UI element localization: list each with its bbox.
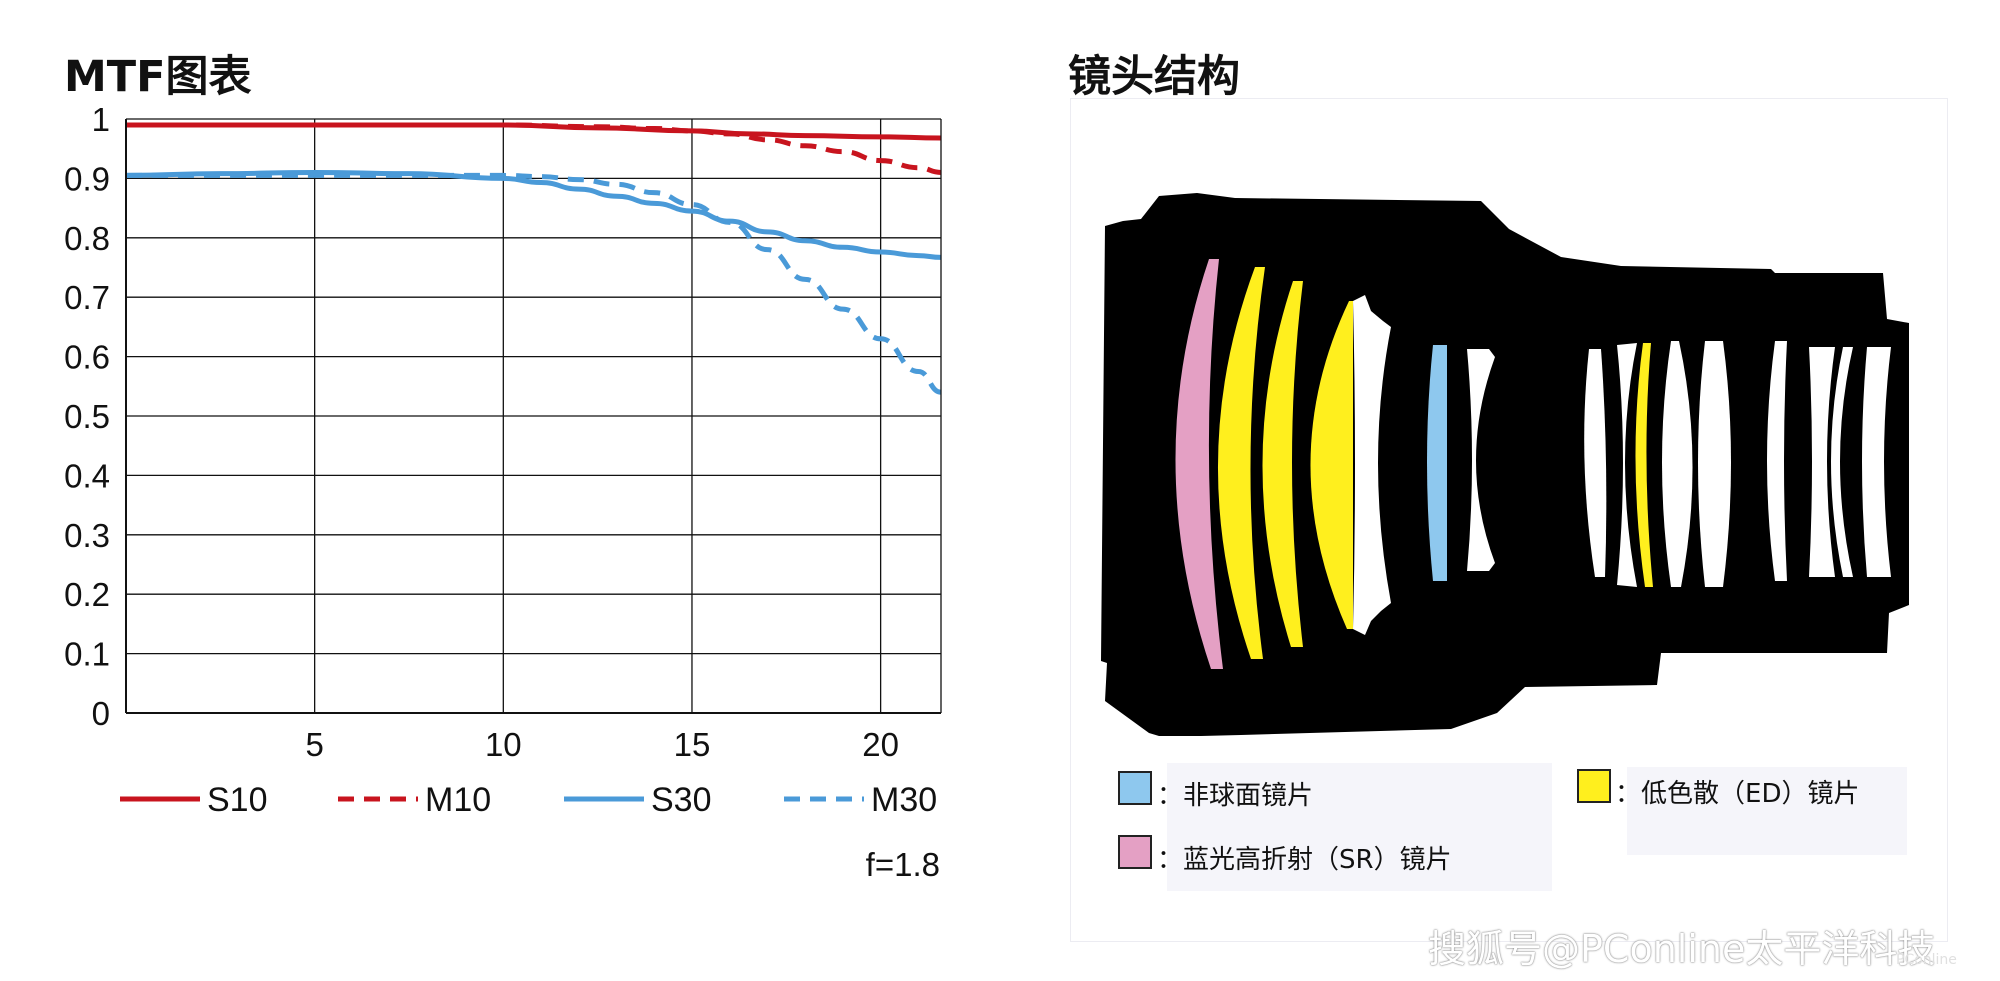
ed-label: 低色散（ED）镜片 bbox=[1641, 779, 1860, 809]
lens-barrel bbox=[1101, 193, 1909, 736]
ed-key-label: ：低色散（ED）镜片 bbox=[1615, 773, 1859, 810]
lens-element-aspherical bbox=[1427, 345, 1447, 581]
x-tick-label: 20 bbox=[862, 726, 899, 763]
lens-element-rear-1 bbox=[1584, 349, 1607, 577]
y-tick-label: 0.9 bbox=[64, 160, 110, 197]
mtf-chart-title: MTF图表 bbox=[64, 52, 252, 102]
y-tick-label: 0.2 bbox=[64, 576, 110, 613]
legend-label-s30: S30 bbox=[651, 781, 712, 819]
chart-legend: S10 M10 S30 M30 bbox=[120, 781, 937, 819]
x-tick-label: 5 bbox=[305, 726, 323, 763]
sr-key-label: ：蓝光高折射（SR）镜片 bbox=[1157, 839, 1452, 876]
aspherical-label: 非球面镜片 bbox=[1183, 781, 1314, 811]
lens-structure-panel: ：非球面镜片 ：蓝光高折射（SR）镜片 ：低色散（ED）镜片 bbox=[1070, 98, 1948, 942]
lens-cross-section-diagram bbox=[1101, 193, 1909, 736]
lens-key-left bbox=[1167, 763, 1552, 891]
lens-element-sr bbox=[1175, 259, 1223, 669]
y-tick-label: 0.6 bbox=[64, 339, 110, 376]
y-tick-label: 0.1 bbox=[64, 636, 110, 673]
y-tick-label: 0.7 bbox=[64, 279, 110, 316]
lens-element-concave-1 bbox=[1467, 349, 1495, 571]
ed-swatch bbox=[1577, 769, 1611, 803]
lens-element-rear-4 bbox=[1698, 341, 1731, 587]
chart-series bbox=[125, 122, 942, 395]
series-line-m10 bbox=[126, 122, 942, 175]
mtf-chart: 00.10.20.30.40.50.60.70.80.915 10 15 20 S10… bbox=[64, 101, 942, 883]
sr-swatch bbox=[1118, 835, 1152, 869]
y-tick-label: 0.5 bbox=[64, 398, 110, 435]
lens-structure-title: 镜头结构 bbox=[1068, 52, 1240, 102]
sr-separator: ： bbox=[1157, 845, 1184, 875]
lens-element-rear-6 bbox=[1809, 347, 1835, 577]
series-line-s10 bbox=[126, 122, 942, 141]
x-tick-label: 10 bbox=[485, 726, 522, 763]
lens-element-meniscus bbox=[1353, 295, 1391, 635]
y-tick-label: 1 bbox=[92, 101, 110, 138]
y-tick-label: 0.3 bbox=[64, 517, 110, 554]
sr-label: 蓝光高折射（SR）镜片 bbox=[1183, 845, 1452, 875]
lens-element-ed-4 bbox=[1635, 343, 1653, 587]
aspherical-swatch bbox=[1118, 771, 1152, 805]
aspherical-key-label: ：非球面镜片 bbox=[1157, 775, 1313, 812]
x-tick-label: 15 bbox=[674, 726, 711, 763]
lens-element-rear-5 bbox=[1767, 341, 1787, 581]
chart-axes: 00.10.20.30.40.50.60.70.80.915 10 15 20 bbox=[64, 101, 942, 763]
series-line-m30 bbox=[125, 172, 942, 395]
lens-key-right bbox=[1627, 767, 1907, 855]
lens-element-rear-7 bbox=[1831, 347, 1853, 577]
watermark: 搜狐号@PConline太平洋科技 bbox=[1428, 927, 1936, 971]
lens-element-rear-3 bbox=[1662, 341, 1693, 587]
chart-grid bbox=[126, 118, 941, 714]
aspherical-separator: ： bbox=[1157, 781, 1184, 811]
y-tick-label: 0.4 bbox=[64, 457, 110, 494]
watermark-small: PConline bbox=[1896, 952, 1957, 968]
legend-label-s10: S10 bbox=[207, 781, 268, 819]
y-tick-label: 0.8 bbox=[64, 220, 110, 257]
series-line-s30 bbox=[125, 169, 942, 260]
y-tick-label: 0 bbox=[92, 695, 110, 732]
lens-element-rear-2 bbox=[1617, 343, 1637, 587]
lens-element-ed-3 bbox=[1310, 301, 1353, 629]
legend-label-m30: M30 bbox=[871, 781, 937, 819]
ed-separator: ： bbox=[1615, 779, 1642, 809]
legend-label-m10: M10 bbox=[425, 781, 491, 819]
lens-element-ed-1 bbox=[1217, 267, 1265, 659]
lens-element-rear-8 bbox=[1862, 347, 1891, 577]
aperture-annotation: f=1.8 bbox=[866, 846, 940, 883]
lens-element-ed-2 bbox=[1262, 281, 1303, 647]
